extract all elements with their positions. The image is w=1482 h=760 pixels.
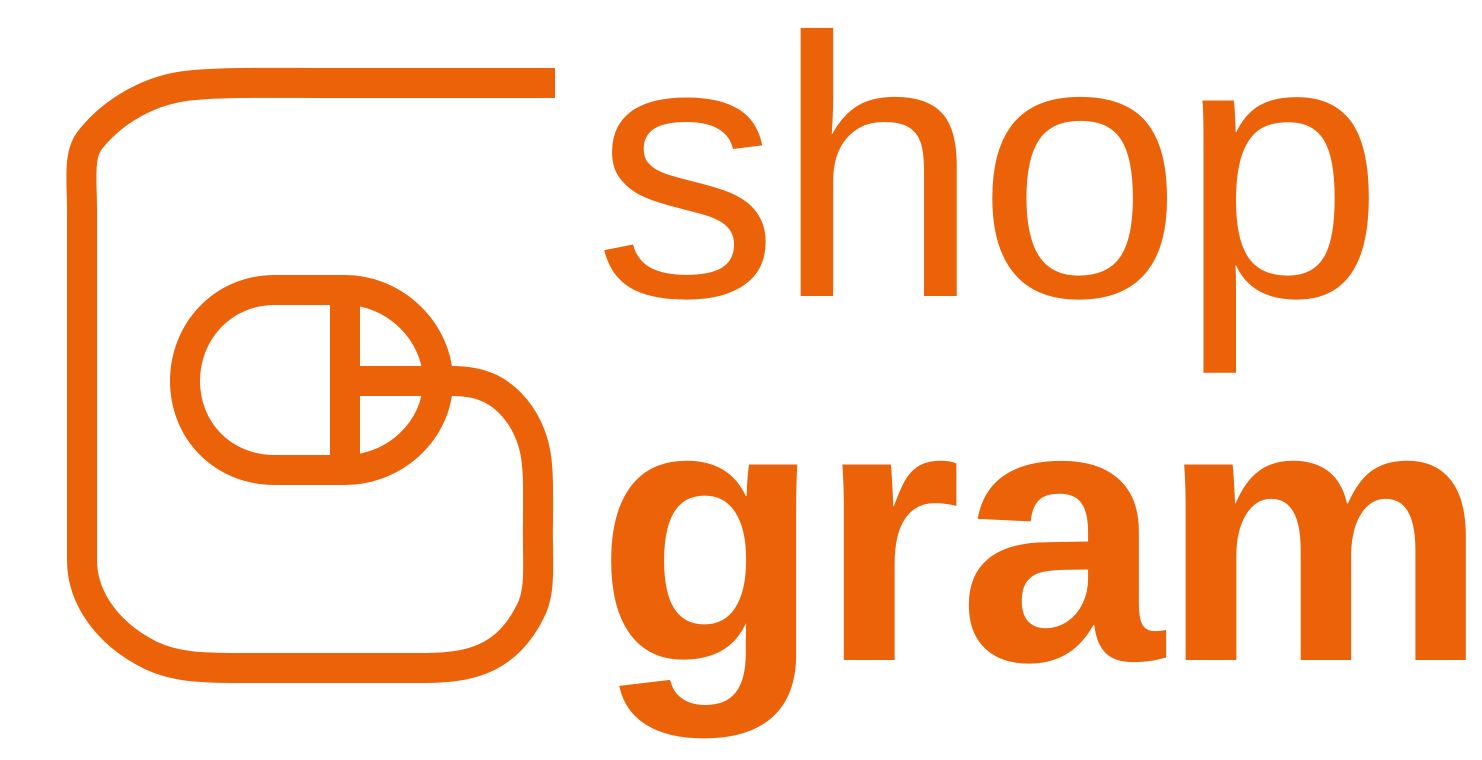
shopgram-emblem bbox=[66, 67, 555, 684]
wordmark-gram: gram bbox=[596, 326, 1482, 739]
computer-mouse-icon bbox=[170, 275, 453, 485]
g-frame-outline bbox=[66, 67, 555, 684]
wordmark-shop: shop bbox=[594, 0, 1384, 375]
